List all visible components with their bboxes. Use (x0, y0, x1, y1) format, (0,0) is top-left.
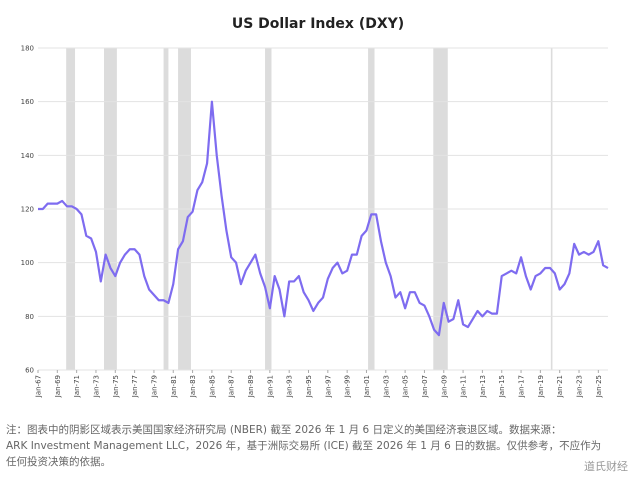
x-tick-label: Jan-25 (595, 375, 603, 398)
x-tick-label: Jan-03 (382, 375, 390, 398)
watermark: 道氏财经 (584, 459, 628, 473)
y-tick-label: 60 (25, 367, 34, 375)
x-tick-label: Jan-75 (112, 375, 120, 398)
x-tick-label: Jan-15 (498, 375, 506, 398)
data-line (38, 100, 609, 337)
x-tick-label: Jan-71 (73, 375, 81, 398)
x-tick-label: Jan-01 (363, 375, 371, 398)
x-tick-label: Jan-99 (344, 375, 352, 398)
x-tick-label: Jan-85 (208, 375, 216, 398)
x-tick-label: Jan-73 (92, 375, 100, 398)
plot (37, 47, 608, 373)
x-tick-label: Jan-09 (440, 375, 448, 398)
footnote: ARK Investment Management LLC，2026 年，基于洲… (6, 439, 601, 452)
x-tick-label: Jan-69 (54, 375, 62, 398)
chart-title: US Dollar Index (DXY) (232, 16, 404, 32)
x-tick-label: Jan-67 (35, 375, 43, 398)
x-tick-label: Jan-77 (131, 375, 139, 398)
y-tick-label: 100 (21, 259, 34, 267)
x-tick-label: Jan-83 (189, 375, 197, 398)
x-tick-label: Jan-91 (266, 375, 274, 398)
x-tick-label: Jan-07 (421, 375, 429, 398)
x-tick-label: Jan-13 (479, 375, 487, 398)
x-tick-label: Jan-97 (324, 375, 332, 398)
y-tick-label: 160 (21, 98, 34, 106)
footnote: 任何投资决策的依据。 (6, 455, 111, 468)
x-tick-label: Jan-17 (518, 375, 526, 398)
x-tick-label: Jan-05 (402, 375, 410, 398)
x-tick-label: Jan-21 (556, 375, 564, 398)
x-tick-label: Jan-87 (228, 375, 236, 398)
footnote: 注：图表中的阴影区域表示美国国家经济研究局 (NBER) 截至 2026 年 1… (6, 423, 561, 436)
x-tick-label: Jan-89 (247, 375, 255, 398)
x-tick-label: Jan-81 (170, 375, 178, 398)
x-tick-label: Jan-95 (305, 375, 313, 398)
x-tick-label: Jan-93 (286, 375, 294, 398)
y-tick-label: 180 (21, 45, 34, 53)
x-tick-label: Jan-79 (150, 375, 158, 398)
x-tick-label: Jan-19 (537, 375, 545, 398)
x-tick-label: Jan-23 (576, 375, 584, 398)
y-tick-label: 140 (21, 152, 34, 160)
y-tick-label: 80 (25, 313, 34, 321)
x-tick-label: Jan-11 (460, 375, 468, 398)
y-tick-label: 120 (21, 206, 34, 214)
